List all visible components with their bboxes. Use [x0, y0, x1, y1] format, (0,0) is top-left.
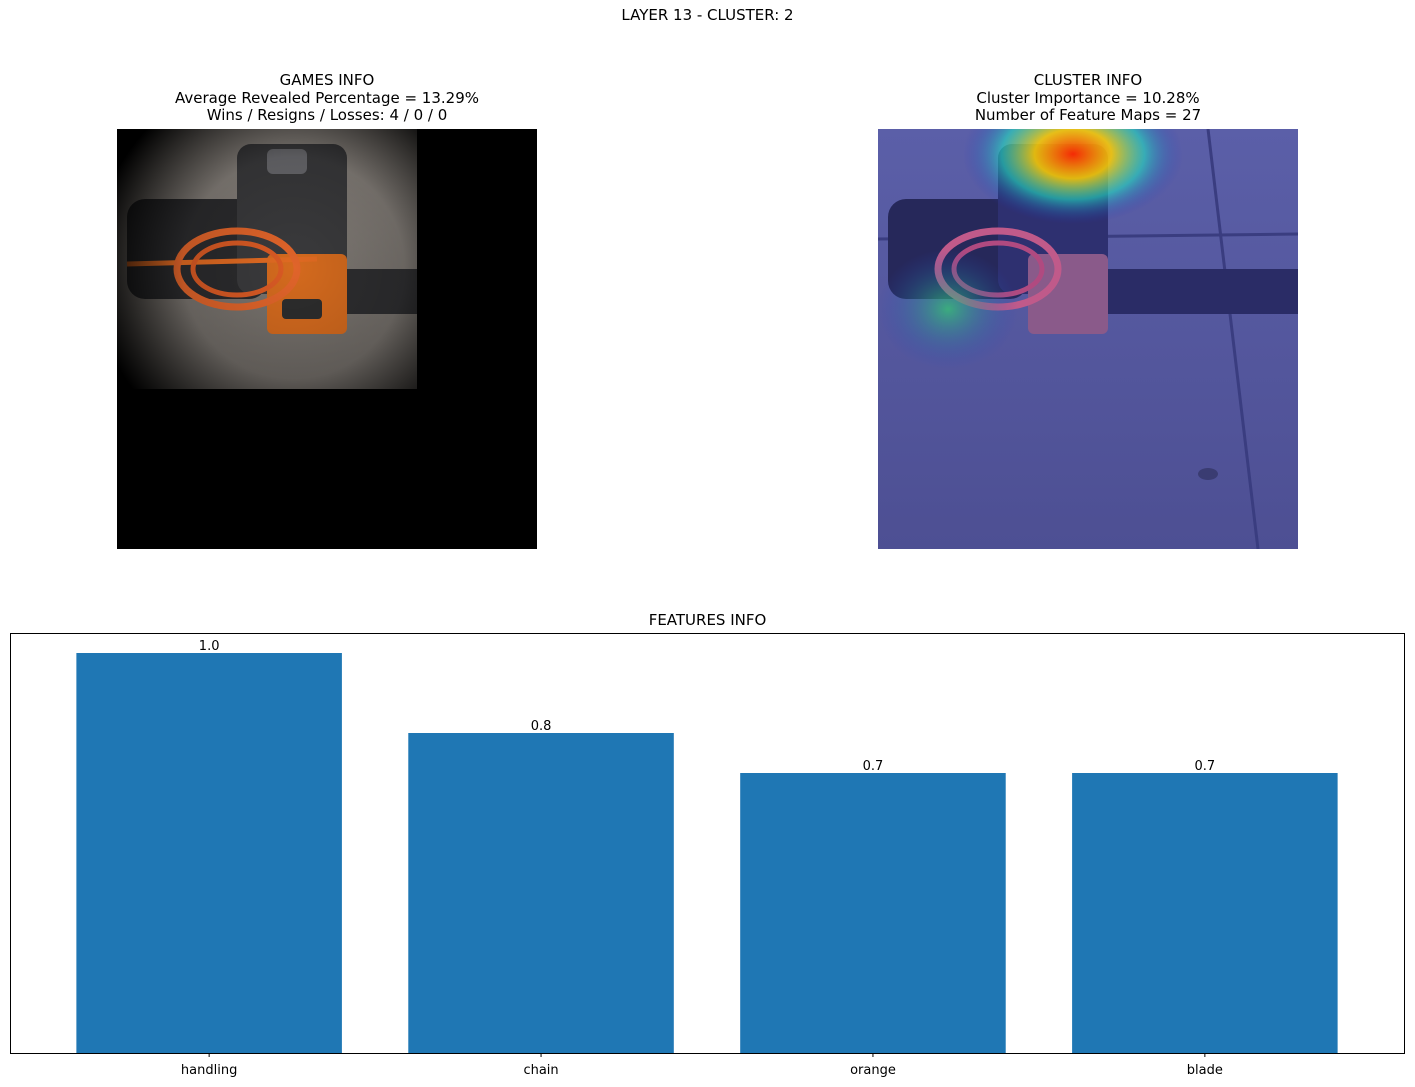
x-tick-label: handling — [181, 1063, 237, 1078]
x-tick-label: blade — [1187, 1063, 1223, 1078]
bar-orange — [740, 773, 1006, 1053]
bar-value-label: 0.7 — [1195, 759, 1216, 774]
cluster-info-importance: Cluster Importance = 10.28% — [976, 88, 1200, 107]
features-bar-chart: 1.0 handling 0.8 chain 0.7 orange 0.7 blade — [10, 633, 1405, 1078]
plot-frame — [10, 633, 1405, 1054]
heatmap-image — [878, 129, 1298, 549]
bar-value-label: 0.8 — [531, 719, 552, 734]
cluster-info-header: CLUSTER INFO Cluster Importance = 10.28%… — [738, 71, 1415, 125]
chart-title: FEATURES INFO — [648, 611, 767, 629]
games-info-revealed: Average Revealed Percentage = 13.29% — [174, 88, 479, 107]
bar-chain — [408, 733, 674, 1053]
bar-handling — [76, 653, 342, 1053]
x-tick-label: orange — [850, 1063, 896, 1078]
revealed-image — [117, 129, 537, 549]
bar-value-label: 0.7 — [863, 759, 884, 774]
x-tick-label: chain — [523, 1063, 558, 1078]
figure-title: LAYER 13 - CLUSTER: 2 — [621, 6, 794, 24]
bar-value-label: 1.0 — [199, 639, 220, 654]
cluster-info-title: CLUSTER INFO — [1033, 71, 1143, 89]
bar-blade — [1072, 773, 1338, 1053]
games-info-record: Wins / Resigns / Losses: 4 / 0 / 0 — [206, 106, 448, 124]
cluster-info-feature-maps: Number of Feature Maps = 27 — [974, 106, 1202, 124]
games-info-title: GAMES INFO — [279, 71, 375, 89]
games-info-header: GAMES INFO Average Revealed Percentage =… — [0, 71, 677, 125]
